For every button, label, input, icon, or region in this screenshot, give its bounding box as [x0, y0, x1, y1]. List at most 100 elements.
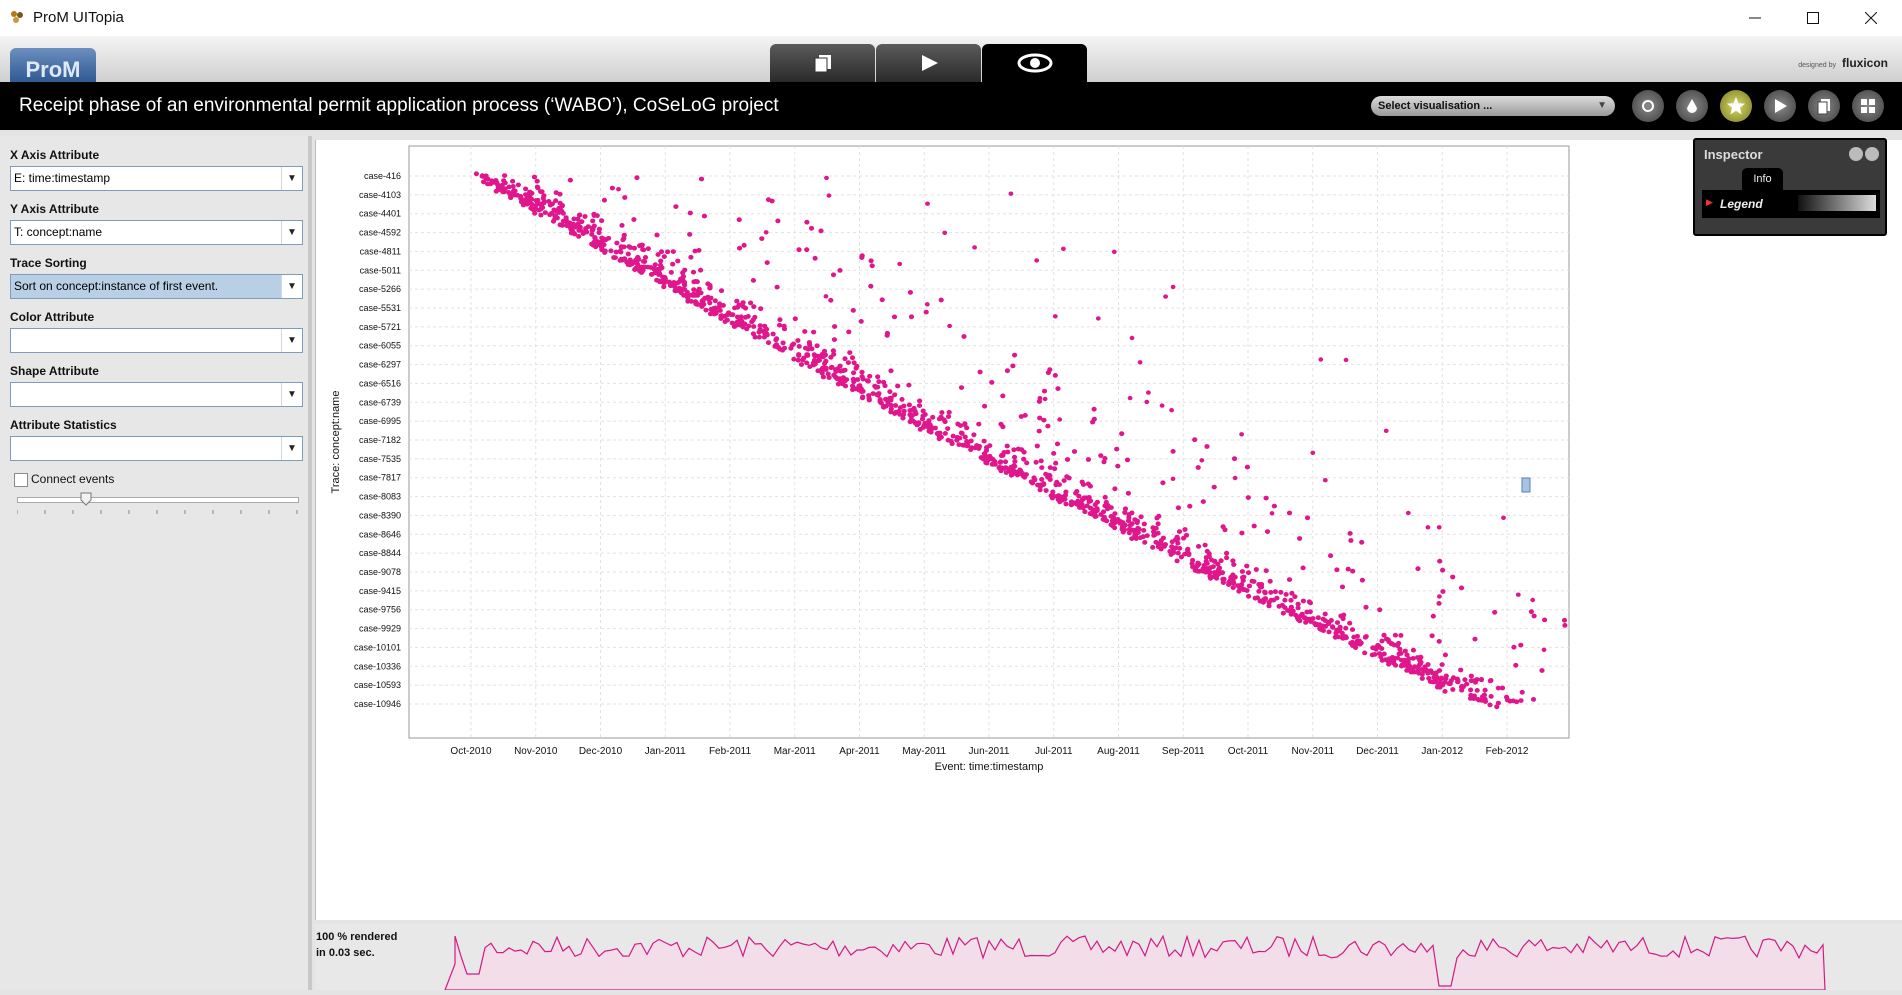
data-point	[1150, 545, 1156, 550]
data-point	[1109, 518, 1115, 524]
data-point	[1320, 623, 1326, 629]
data-point	[1159, 403, 1165, 408]
overview-panel[interactable]	[315, 924, 1902, 991]
tab-views[interactable]	[982, 44, 1087, 82]
data-point	[501, 178, 507, 183]
data-point	[757, 323, 763, 328]
data-point	[642, 255, 649, 260]
data-point	[906, 382, 912, 388]
data-point	[631, 217, 637, 222]
view-header: Receipt phase of an environmental permit…	[0, 82, 1902, 130]
refresh-button[interactable]	[1632, 90, 1664, 122]
data-point	[750, 317, 756, 323]
data-point	[1488, 694, 1494, 699]
data-point	[1348, 538, 1354, 543]
data-point	[916, 420, 922, 425]
data-point	[956, 442, 962, 447]
tab-actions[interactable]	[876, 44, 981, 82]
data-point	[523, 186, 529, 192]
data-point	[658, 258, 664, 264]
favorite-button[interactable]	[1720, 90, 1752, 122]
data-point	[1129, 510, 1135, 516]
data-point	[1268, 590, 1274, 595]
drop-button[interactable]	[1676, 90, 1708, 122]
play-button[interactable]	[1764, 90, 1796, 122]
copy-button[interactable]	[1808, 90, 1840, 122]
y-tick-label: case-5721	[359, 322, 401, 332]
data-point	[1053, 460, 1059, 466]
data-point	[1004, 368, 1011, 374]
trace-sorting-select[interactable]: Sort on concept:instance of first event.…	[10, 274, 303, 299]
data-point	[1142, 540, 1148, 545]
data-point	[1267, 578, 1273, 584]
data-point	[1541, 647, 1547, 652]
grid-button[interactable]	[1852, 90, 1884, 122]
chevron-down-icon: ▼	[281, 383, 302, 406]
data-point	[1018, 414, 1024, 419]
inspector-tab-info[interactable]: Info	[1742, 168, 1783, 190]
chevron-down-icon: ▼	[1597, 100, 1607, 111]
data-point	[1519, 689, 1525, 695]
data-point	[945, 414, 952, 419]
data-point	[569, 227, 575, 232]
data-point	[1011, 454, 1018, 460]
minimize-button[interactable]	[1726, 0, 1784, 36]
detach-icon[interactable]	[1849, 147, 1863, 161]
data-point	[1315, 615, 1321, 621]
data-point	[779, 347, 786, 353]
data-point	[511, 188, 517, 194]
data-point	[737, 245, 743, 251]
shape-attribute-select[interactable]: ▼	[10, 382, 303, 407]
data-point	[1427, 679, 1433, 684]
data-point	[820, 374, 826, 380]
data-point	[881, 404, 887, 409]
data-point	[1000, 424, 1006, 430]
data-point	[1407, 666, 1413, 672]
data-point	[1246, 593, 1252, 599]
visualisation-select[interactable]: Select visualisation ... ▼	[1371, 96, 1615, 116]
attribute-statistics-select[interactable]: ▼	[10, 436, 303, 461]
data-point	[907, 290, 914, 295]
y-tick-label: case-416	[364, 171, 401, 181]
data-point	[1239, 569, 1245, 574]
data-point	[1137, 535, 1143, 541]
point-size-slider-track[interactable]	[17, 497, 299, 503]
data-point	[627, 257, 633, 263]
color-attribute-select[interactable]: ▼	[10, 328, 303, 353]
point-size-slider-thumb[interactable]	[80, 492, 92, 506]
prom-logo[interactable]: ProM	[10, 48, 96, 82]
close-button[interactable]	[1842, 0, 1900, 36]
data-point	[1511, 644, 1517, 650]
data-point	[796, 344, 802, 349]
data-point	[858, 319, 864, 324]
data-point	[693, 301, 699, 307]
data-point	[774, 284, 780, 290]
data-point	[1467, 696, 1474, 701]
data-point	[1392, 632, 1398, 638]
y-axis-select[interactable]: T: concept:name ▼	[10, 220, 303, 245]
data-point	[897, 261, 903, 267]
maximize-button[interactable]	[1784, 0, 1842, 36]
connect-events-label: Connect events	[31, 472, 115, 486]
data-point	[916, 403, 923, 408]
data-point	[1122, 510, 1128, 515]
data-point	[1405, 510, 1411, 516]
data-point	[764, 326, 770, 332]
connect-events-checkbox[interactable]	[14, 473, 28, 487]
dotted-chart-panel[interactable]: Oct-2010 Nov-2010 Dec-2010 Jan-2011 Feb-2011…	[315, 140, 1902, 920]
x-tick-label: Nov-2011	[1291, 746, 1334, 757]
y-axis-label: Y Axis Attribute	[10, 202, 99, 216]
render-status-line-1: 100 % rendered	[316, 931, 398, 943]
data-point	[698, 267, 704, 273]
tab-workspace[interactable]	[770, 44, 875, 82]
data-point	[982, 403, 988, 409]
collapse-icon[interactable]	[1865, 147, 1879, 161]
data-point	[830, 348, 837, 354]
data-point	[947, 323, 952, 329]
data-point	[1112, 486, 1118, 492]
x-axis-select[interactable]: E: time:timestamp ▼	[10, 166, 303, 191]
legend-section[interactable]: ▶ Legend	[1702, 190, 1880, 218]
data-point	[900, 415, 906, 421]
data-point	[685, 295, 691, 300]
data-point	[765, 340, 772, 346]
